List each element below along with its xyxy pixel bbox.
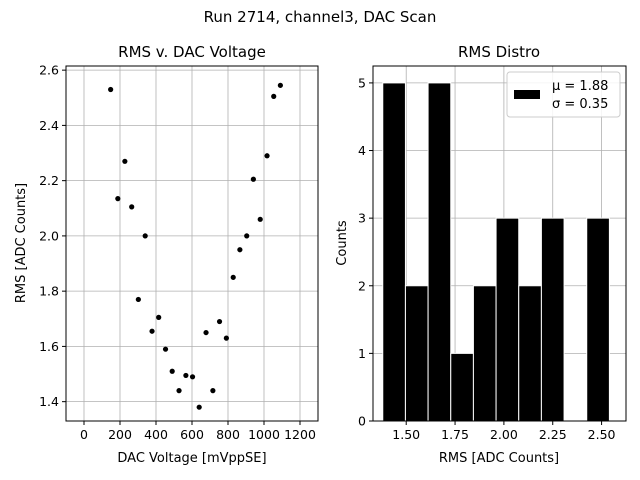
histogram-y-tick-label: 4 bbox=[358, 143, 366, 158]
histogram-bar bbox=[518, 285, 542, 422]
scatter-point bbox=[250, 176, 256, 182]
histogram-bar bbox=[450, 352, 474, 422]
scatter-x-tick-label: 1200 bbox=[284, 427, 316, 442]
histogram-x-tick-label: 2.50 bbox=[588, 427, 616, 442]
scatter-point bbox=[135, 296, 141, 303]
scatter-y-tick-label: 2.0 bbox=[39, 228, 59, 243]
scatter-y-tick-label: 1.6 bbox=[39, 339, 59, 354]
scatter-point bbox=[271, 93, 277, 99]
histogram-bar bbox=[382, 82, 406, 422]
histogram-y-tick-label: 2 bbox=[358, 278, 366, 293]
scatter-point bbox=[257, 216, 263, 222]
scatter-point bbox=[108, 86, 114, 93]
scatter-point bbox=[196, 404, 202, 410]
scatter-point bbox=[244, 233, 250, 239]
histogram-bar bbox=[586, 217, 610, 422]
scatter-point bbox=[129, 204, 135, 210]
scatter-point bbox=[189, 374, 196, 380]
scatter-point bbox=[216, 318, 223, 325]
histogram-y-tick-label: 5 bbox=[358, 75, 366, 90]
scatter-points bbox=[108, 82, 283, 410]
scatter-point bbox=[176, 388, 182, 394]
scatter-point bbox=[210, 388, 216, 394]
scatter-chart: 0 200 400 600 800 1000 1200 1.4 1.6 1.8 2.0 2.2 2.4… bbox=[14, 43, 319, 466]
scatter-x-tick-label: 800 bbox=[216, 427, 240, 442]
histogram-bar bbox=[404, 285, 429, 422]
scatter-y-ticks: 1.4 1.6 1.8 2.0 2.2 2.4 2.6 bbox=[39, 63, 66, 409]
histogram-bars bbox=[382, 82, 610, 422]
histogram-x-tick-label: 2.25 bbox=[539, 427, 567, 442]
histogram-x-tick-label: 2.00 bbox=[490, 427, 518, 442]
histogram-y-tick-label: 1 bbox=[358, 346, 366, 361]
scatter-y-tick-label: 1.8 bbox=[39, 284, 59, 299]
scatter-x-tick-label: 600 bbox=[180, 427, 204, 442]
scatter-x-ticks: 0 200 400 600 800 1000 1200 bbox=[80, 421, 316, 442]
scatter-y-tick-label: 2.4 bbox=[39, 118, 59, 133]
legend-sigma-text: σ = 0.35 bbox=[552, 97, 608, 112]
scatter-y-tick-label: 2.2 bbox=[39, 173, 59, 188]
scatter-x-axis-label: DAC Voltage [mVppSE] bbox=[117, 451, 266, 466]
histogram-title: RMS Distro bbox=[458, 43, 540, 61]
figure-suptitle: Run 2714, channel3, DAC Scan bbox=[204, 8, 437, 26]
scatter-point bbox=[223, 335, 229, 341]
scatter-grid bbox=[66, 66, 318, 421]
scatter-point bbox=[142, 233, 148, 239]
histogram-x-ticks: 1.50 1.75 2.00 2.25 2.50 bbox=[392, 421, 616, 442]
scatter-x-tick-label: 400 bbox=[144, 427, 168, 442]
histogram-bar bbox=[427, 82, 452, 422]
scatter-point bbox=[183, 372, 189, 379]
scatter-point bbox=[115, 196, 121, 202]
scatter-point bbox=[169, 368, 175, 374]
histogram-axes-frame bbox=[372, 65, 627, 422]
histogram-legend: μ = 1.88 σ = 0.35 bbox=[506, 71, 621, 118]
scatter-point bbox=[264, 153, 270, 159]
histogram-y-ticks: 0 1 2 3 4 5 bbox=[358, 75, 373, 429]
scatter-x-tick-label: 0 bbox=[80, 427, 88, 442]
histogram-x-tick-label: 1.75 bbox=[441, 427, 469, 442]
histogram-bar bbox=[540, 217, 565, 422]
scatter-point bbox=[149, 328, 155, 334]
histogram-y-tick-label: 3 bbox=[358, 211, 366, 226]
scatter-point bbox=[122, 158, 128, 164]
legend-swatch bbox=[514, 90, 540, 99]
scatter-y-tick-label: 1.4 bbox=[39, 394, 59, 409]
scatter-x-tick-label: 200 bbox=[108, 427, 132, 442]
scatter-title: RMS v. DAC Voltage bbox=[118, 43, 266, 61]
scatter-point bbox=[156, 314, 162, 321]
scatter-point bbox=[162, 346, 169, 352]
legend-box bbox=[506, 71, 621, 118]
scatter-point bbox=[237, 247, 243, 253]
histogram-y-tick-label: 0 bbox=[358, 414, 366, 429]
scatter-point bbox=[277, 82, 283, 88]
histogram-y-axis-label: Counts bbox=[335, 220, 350, 266]
scatter-point bbox=[203, 329, 209, 336]
scatter-y-tick-label: 2.6 bbox=[39, 63, 59, 78]
histogram-x-tick-label: 1.50 bbox=[392, 427, 420, 442]
scatter-x-tick-label: 1000 bbox=[248, 427, 280, 442]
histogram-chart: 1.50 1.75 2.00 2.25 2.50 0 1 2 3 4 5 RMS Distro R… bbox=[335, 43, 627, 466]
scatter-y-axis-label: RMS [ADC Counts] bbox=[14, 183, 29, 303]
histogram-bar bbox=[472, 285, 497, 422]
histogram-bar bbox=[495, 217, 520, 422]
histogram-x-axis-label: RMS [ADC Counts] bbox=[439, 451, 559, 466]
scatter-point bbox=[230, 274, 236, 280]
legend-mu-text: μ = 1.88 bbox=[552, 79, 608, 94]
